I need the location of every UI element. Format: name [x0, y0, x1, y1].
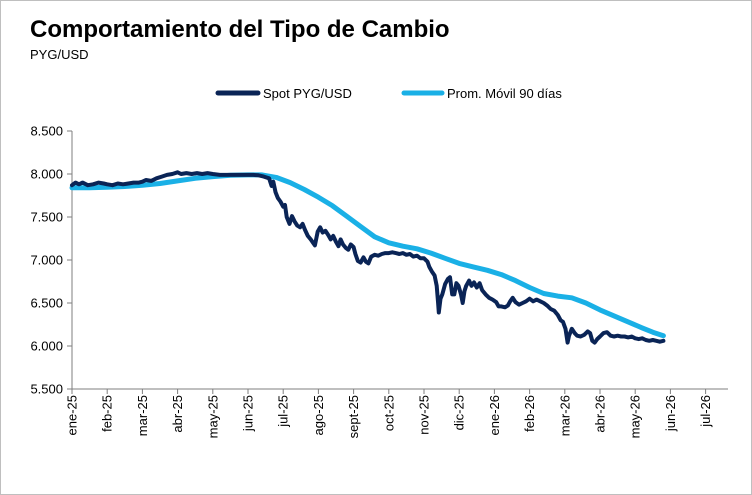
chart-title: Comportamiento del Tipo de Cambio	[30, 16, 450, 43]
x-tick-label: oct-25	[381, 395, 396, 431]
x-tick-label: jul-26	[698, 395, 713, 428]
x-tick-label: ago-25	[311, 395, 326, 435]
legend: Spot PYG/USD Prom. Móvil 90 días	[215, 86, 562, 101]
x-tick-label: feb-25	[100, 395, 115, 432]
y-tick-label: 6.000	[30, 339, 63, 354]
legend-label-avg: Prom. Móvil 90 días	[447, 86, 562, 101]
y-tick-label: 7.000	[30, 253, 63, 268]
chart-subtitle: PYG/USD	[30, 47, 89, 62]
legend-label-spot: Spot PYG/USD	[263, 86, 352, 101]
series-line-moving-average	[69, 172, 666, 339]
x-tick-label: may-26	[628, 395, 643, 438]
x-tick-label: dic-25	[452, 395, 467, 430]
axes: 5.500 6.000 6.500 7.000 7.500 8.000 8.500 ene-2…	[30, 124, 728, 438]
series-group	[69, 170, 666, 345]
x-tick-label: mar-25	[135, 395, 150, 436]
x-tick-label: mar-26	[557, 395, 572, 436]
y-tick-label: 7.500	[30, 210, 63, 225]
y-tick-label: 8.000	[30, 167, 63, 182]
x-tick-label: jun-26	[663, 395, 678, 432]
x-tick-label: may-25	[205, 395, 220, 438]
x-tick-label: jul-25	[276, 395, 291, 428]
y-tick-label: 6.500	[30, 296, 63, 311]
x-tick-label: nov-25	[417, 395, 432, 435]
x-tick-label: ene-25	[65, 395, 80, 435]
y-tick-label: 5.500	[30, 382, 63, 397]
y-tick-label: 8.500	[30, 124, 63, 139]
x-tick-label: abr-25	[170, 395, 185, 433]
x-tick-label: ene-26	[487, 395, 502, 435]
x-tick-label: sept-25	[346, 395, 361, 438]
x-tick-label: jun-25	[241, 395, 256, 432]
series-line-spot	[70, 170, 666, 345]
x-tick-label: feb-26	[522, 395, 537, 432]
x-tick-label: abr-26	[593, 395, 608, 433]
